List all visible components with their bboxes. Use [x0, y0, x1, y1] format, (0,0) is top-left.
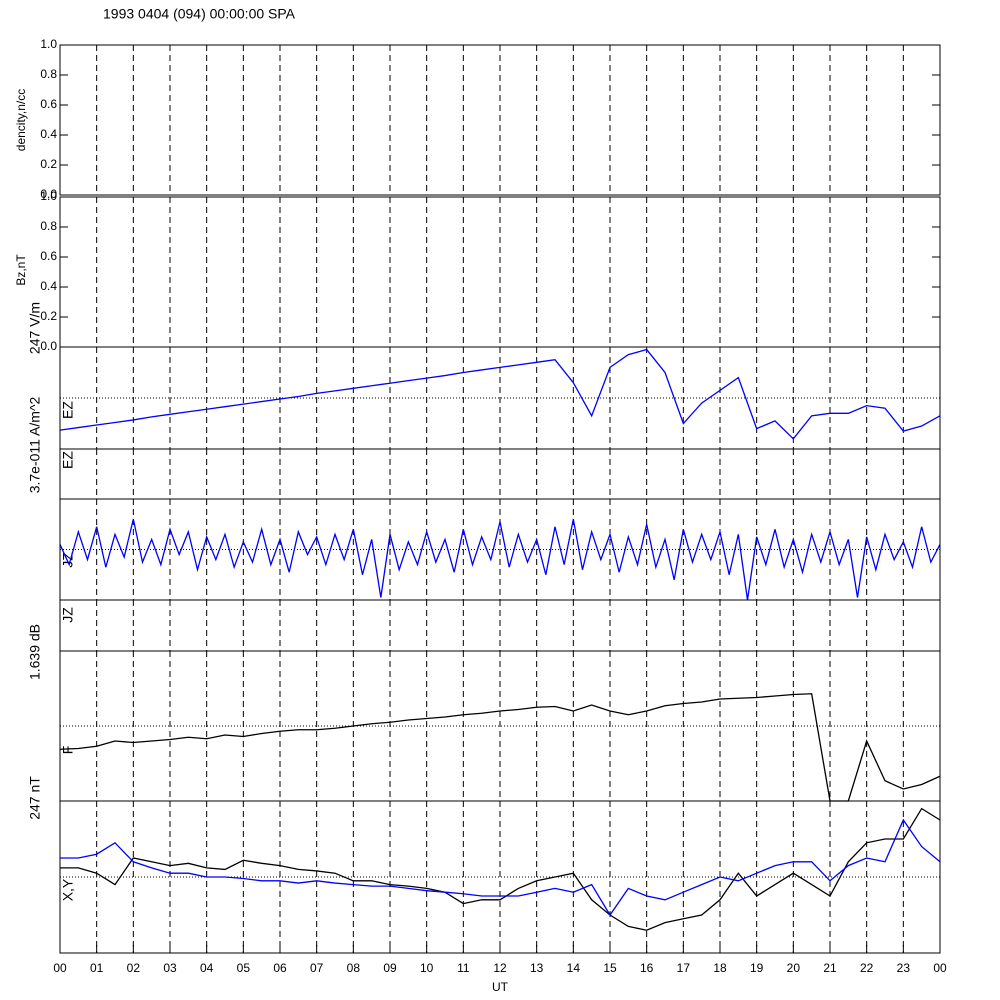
x-tick-label: 22: [860, 961, 874, 975]
x-tick-label: 03: [163, 961, 177, 975]
x-tick-label: 06: [273, 961, 287, 975]
y-axis-label: EZ: [60, 401, 76, 419]
chart-title: 1993 0404 (094) 00:00:00 SPA: [103, 6, 296, 22]
y-tick-label: 0.2: [40, 157, 57, 171]
y-axis-label: F: [60, 746, 76, 755]
y-tick-label: 0.6: [40, 249, 57, 263]
x-tick-label: 16: [640, 961, 654, 975]
x-tick-label: 12: [493, 961, 507, 975]
x-tick-label: 23: [897, 961, 911, 975]
y-axis-label: dencity,n/cc: [14, 89, 28, 151]
x-tick-label: 15: [603, 961, 617, 975]
x-tick-label: 13: [530, 961, 544, 975]
data-line: [59, 519, 941, 601]
x-tick-label: 14: [567, 961, 581, 975]
y-tick-label: 1.0: [40, 37, 57, 51]
unit-label: 247 nT: [27, 776, 43, 820]
x-tick-label: 17: [677, 961, 691, 975]
x-tick-label: 18: [713, 961, 727, 975]
x-tick-label: 04: [200, 961, 214, 975]
y-tick-label: 0.6: [40, 97, 57, 111]
x-tick-label: 07: [310, 961, 324, 975]
y-axis-label: JZ: [60, 552, 76, 568]
x-tick-label: 05: [237, 961, 251, 975]
x-tick-label: 00: [53, 961, 67, 975]
x-axis-label: UT: [492, 980, 509, 994]
data-line: [59, 693, 941, 802]
y-tick-label: 0.4: [40, 279, 57, 293]
x-tick-label: 08: [347, 961, 361, 975]
panel-frame: [59, 44, 941, 196]
x-tick-label: 02: [127, 961, 141, 975]
data-line: [59, 348, 941, 440]
data-line: [60, 818, 941, 917]
data-line: [60, 807, 941, 931]
y-tick-label: 0.8: [40, 67, 57, 81]
x-tick-label: 09: [383, 961, 397, 975]
unit-label: 247 V/m: [27, 302, 43, 354]
x-tick-label: 01: [90, 961, 104, 975]
y-tick-label: 0.2: [40, 309, 57, 323]
y-tick-label: 0.4: [40, 127, 57, 141]
y-tick-label: 1.0: [40, 189, 57, 203]
y-axis-label: JZ: [60, 607, 76, 623]
x-tick-label: 19: [750, 961, 764, 975]
x-tick-label: 20: [787, 961, 801, 975]
y-axis-label: Bz,nT: [14, 254, 28, 286]
unit-label: 1.639 dB: [27, 624, 43, 680]
y-axis-label: EZ: [60, 451, 76, 469]
x-tick-label: 00: [933, 961, 947, 975]
y-tick-label: 0.0: [40, 339, 57, 353]
x-tick-label: 11: [457, 961, 470, 975]
x-tick-label: 10: [420, 961, 434, 975]
y-tick-label: 0.0: [40, 187, 57, 201]
x-tick-label: 21: [823, 961, 837, 975]
y-tick-label: 0.8: [40, 219, 57, 233]
y-axis-label: X,Y: [60, 878, 76, 901]
unit-label: 3.7e-011 A/m^2: [27, 396, 43, 493]
